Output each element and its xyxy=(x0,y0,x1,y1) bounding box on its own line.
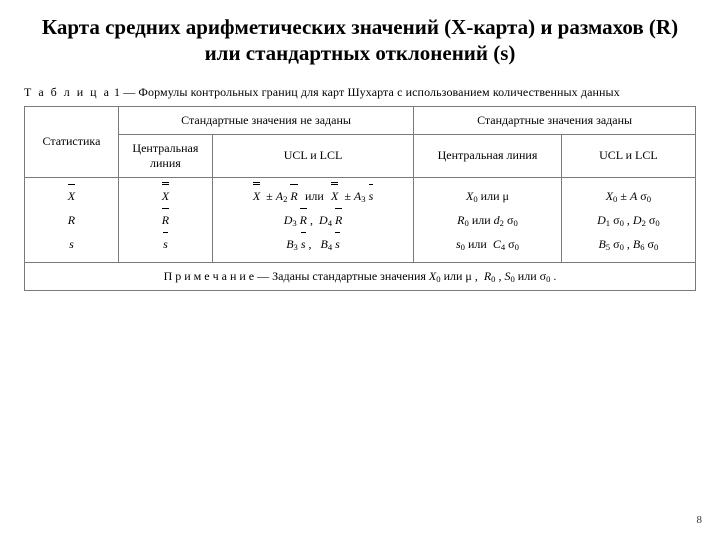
cell-nostd-central: XRs xyxy=(118,177,212,262)
note-rest: — Заданы стандартные значения X0 или μ ,… xyxy=(254,269,556,283)
hdr-ucl-1: UCL и LCL xyxy=(212,134,413,177)
page-number: 8 xyxy=(697,514,703,526)
cell-std-ucl: X0 ± A σ0D1 σ0 , D2 σ0B5 σ0 , B6 σ0 xyxy=(561,177,695,262)
page-title: Карта средних арифметических значений (Х… xyxy=(24,14,696,67)
note-prefix: П р и м е ч а н и е xyxy=(164,269,255,283)
table-caption: Т а б л и ц а 1 — Формулы контрольных гр… xyxy=(24,85,696,100)
hdr-std: Стандартные значения заданы xyxy=(414,106,696,134)
header-row-1: Статистика Стандартные значения не задан… xyxy=(25,106,696,134)
cell-stat: XRs xyxy=(25,177,119,262)
header-row-2: Центральная линия UCL и LCL Центральная … xyxy=(25,134,696,177)
formula-table: Статистика Стандартные значения не задан… xyxy=(24,106,696,291)
note-row: П р и м е ч а н и е — Заданы стандартные… xyxy=(25,262,696,290)
hdr-no-std: Стандартные значения не заданы xyxy=(118,106,413,134)
hdr-central-2: Центральная линия xyxy=(414,134,562,177)
data-row: XRs XRs X ± A2 R или X ± A3 sD3 R , D4 R… xyxy=(25,177,696,262)
cell-nostd-ucl: X ± A2 R или X ± A3 sD3 R , D4 RB3 s , B… xyxy=(212,177,413,262)
hdr-central-1: Центральная линия xyxy=(118,134,212,177)
note-cell: П р и м е ч а н и е — Заданы стандартные… xyxy=(25,262,696,290)
hdr-stat: Статистика xyxy=(25,106,119,177)
caption-rest: 1 — Формулы контрольных границ для карт … xyxy=(111,85,620,99)
caption-prefix: Т а б л и ц а xyxy=(24,85,111,99)
hdr-ucl-2: UCL и LCL xyxy=(561,134,695,177)
cell-std-central: X0 или μR0 или d2 σ0s0 или C4 σ0 xyxy=(414,177,562,262)
